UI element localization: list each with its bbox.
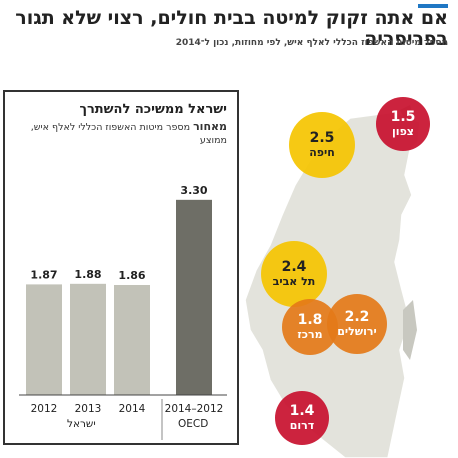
bar-value-label: 1.88 xyxy=(74,268,101,281)
region-name: חיפה xyxy=(309,146,335,159)
bar-chart: 1.87 2012 1.88 2013 1.86 2014 3.30 2014–2012 xyxy=(19,184,227,440)
map-land xyxy=(244,111,421,458)
bar-category-label: 2013 xyxy=(75,403,102,415)
region-value: 2.4 xyxy=(281,259,307,275)
region-circles xyxy=(261,97,430,445)
page-subtitle: מספר מיטות האשפוז הכללי לאלף איש, לפי מח… xyxy=(175,38,448,48)
group-label-oecd: OECD xyxy=(178,418,209,430)
region-name: תל אביב xyxy=(272,275,316,288)
region-name: דרום xyxy=(289,419,315,432)
panel-subtitle: מאחור מספר מיטות האשפוז הכללי לאלף איש, … xyxy=(12,120,227,147)
region-circle-3 xyxy=(261,241,327,307)
region-label: 2.2 ירושלים xyxy=(327,309,387,338)
region-label: 1.4 דרום xyxy=(272,403,332,432)
region-label: 2.4 תל אביב xyxy=(264,259,324,288)
bar-category-label: 2014 xyxy=(119,403,146,415)
region-name: מרכז xyxy=(297,328,323,341)
region-label: 1.5 צפון xyxy=(373,109,433,138)
region-label: 2.5 חיפה xyxy=(292,130,352,159)
region-value: 1.5 xyxy=(390,109,416,125)
region-name: ירושלים xyxy=(337,325,377,338)
bar-category-label: 2012 xyxy=(31,403,58,415)
bar-value-label: 1.86 xyxy=(118,269,145,282)
region-value: 2.2 xyxy=(344,309,370,325)
region-value: 1.4 xyxy=(289,403,315,419)
region-circle-2 xyxy=(289,112,355,178)
bar-value-label: 1.87 xyxy=(30,268,57,281)
panel-subtitle-bold: מאחור xyxy=(193,120,227,133)
region-circle-1 xyxy=(376,97,430,151)
accent-bar xyxy=(418,4,448,8)
group-label-israel: ישראל xyxy=(67,418,96,430)
region-circle-4 xyxy=(282,299,338,355)
region-label: 1.8 מרכז xyxy=(280,312,340,341)
region-value: 2.5 xyxy=(309,130,335,146)
bar-2014 xyxy=(114,284,150,395)
region-circle-6 xyxy=(275,391,329,445)
bar-2012 xyxy=(26,284,62,395)
region-value: 1.8 xyxy=(297,312,323,328)
map-water xyxy=(400,105,417,360)
region-circle-5 xyxy=(327,294,387,354)
bar-category-label: 2014–2012 xyxy=(165,403,224,415)
region-name: צפון xyxy=(392,125,414,138)
bar-value-label: 3.30 xyxy=(180,184,207,197)
panel-title: ישראל ממשיכה להשתרך xyxy=(79,102,227,117)
page-title: אם אתה זקוק למיטה בבית חולים, רצוי שלא ת… xyxy=(15,7,448,50)
bar-chart-panel: ישראל ממשיכה להשתרך מאחור מספר מיטות האש… xyxy=(3,90,239,445)
bar-2013 xyxy=(70,283,106,395)
bar-2014–2012 xyxy=(176,199,212,395)
panel-subtitle-rest: מספר מיטות האשפוז הכללי לאלף איש, ממוצע xyxy=(30,122,227,146)
